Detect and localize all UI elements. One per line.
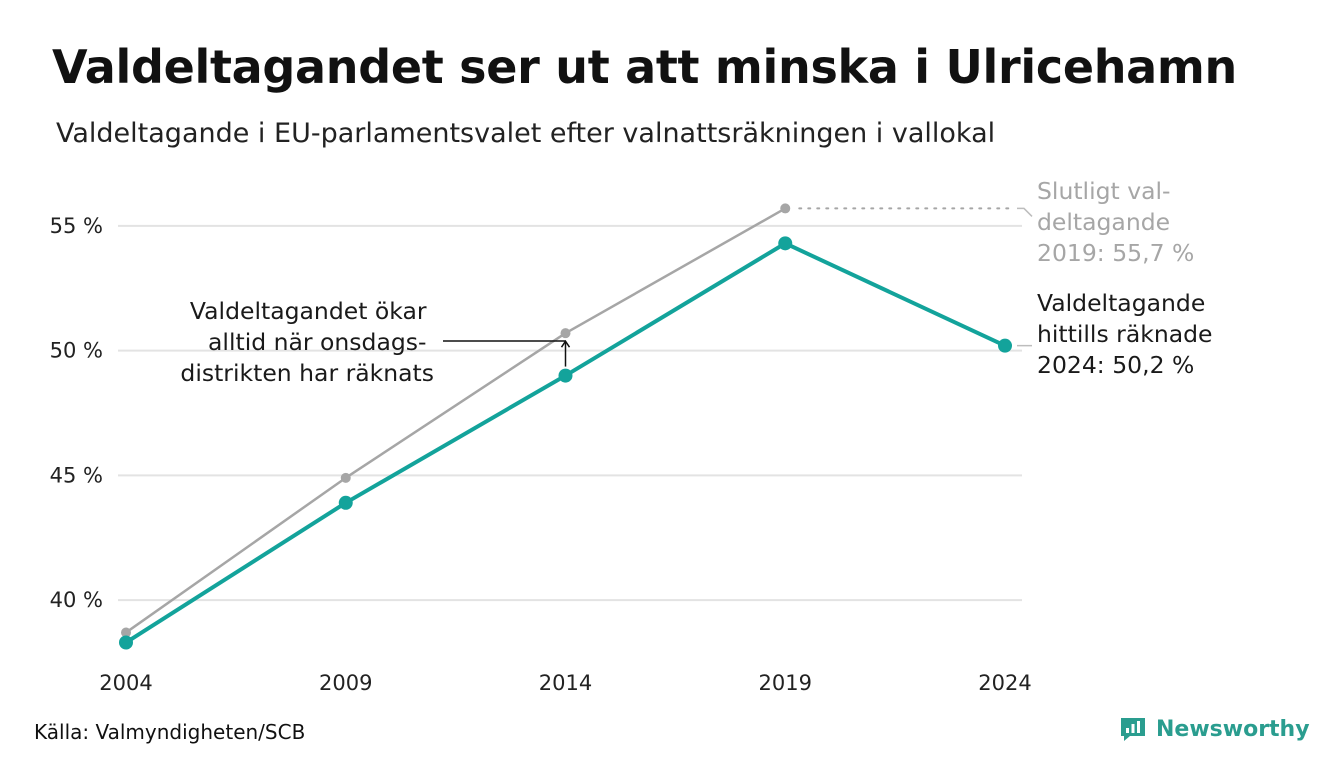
increase-note-line: alltid när onsdags- (208, 328, 427, 356)
newsworthy-logo-icon (1121, 718, 1145, 741)
y-tick-label: 50 % (50, 339, 103, 363)
data-point-election_night (338, 495, 353, 510)
final-annotation-line: 2019: 55,7 % (1037, 239, 1194, 267)
data-point-election_night (558, 368, 573, 383)
current-2024-annotation: Valdeltagande hittills räknade 2024: 50,… (1037, 289, 1220, 379)
final-annotation-line: Slutligt val- (1037, 177, 1171, 205)
final-annotation-line: deltagande (1037, 208, 1170, 236)
y-axis-ticks: 40 % 45 % 50 % 55 % (50, 214, 103, 612)
y-tick-label: 45 % (50, 463, 103, 487)
x-tick-label: 2004 (99, 671, 152, 695)
data-point-election_night (998, 338, 1012, 353)
x-axis-ticks: 2004 2009 2014 2019 2024 (99, 671, 1031, 695)
x-tick-label: 2014 (539, 671, 592, 695)
increase-note-annotation: Valdeltagandet ökar alltid när onsdags- … (180, 297, 434, 387)
chart-title: Valdeltagandet ser ut att minska i Ulric… (52, 40, 1237, 94)
final-2019-annotation: Slutligt val- deltagande 2019: 55,7 % (1037, 177, 1194, 267)
x-tick-label: 2019 (759, 671, 812, 695)
final-value-leader-line (1017, 207, 1033, 217)
data-point-final (121, 627, 131, 638)
series-line-final (124, 207, 787, 634)
newsworthy-logo[interactable]: Newsworthy (1118, 714, 1310, 744)
increase-arrow-head (560, 339, 571, 348)
data-point-final (340, 472, 351, 483)
current-annotation-line: Valdeltagande (1037, 289, 1205, 317)
current-annotation-line: hittills räknade (1037, 320, 1213, 348)
y-tick-label: 55 % (50, 214, 103, 238)
chart-subtitle: Valdeltagande i EU-parlamentsvalet efter… (56, 118, 996, 149)
data-point-final (560, 328, 571, 339)
gridlines (118, 224, 1022, 602)
x-tick-label: 2024 (978, 671, 1031, 695)
current-annotation-line: 2024: 50,2 % (1037, 351, 1194, 379)
data-point-election_night (119, 635, 133, 650)
data-point-election_night (778, 236, 793, 251)
increase-note-line: distrikten har räknats (180, 359, 434, 387)
data-point-final (780, 203, 791, 214)
source-note: Källa: Valmyndigheten/SCB (34, 720, 306, 744)
y-tick-label: 40 % (50, 588, 103, 612)
x-tick-label: 2009 (319, 671, 372, 695)
newsworthy-logo-text: Newsworthy (1156, 716, 1310, 742)
annotations: Slutligt val- deltagande 2019: 55,7 % Va… (180, 177, 1220, 387)
increase-note-line: Valdeltagandet ökar (190, 297, 427, 325)
series-lines (119, 203, 1012, 650)
